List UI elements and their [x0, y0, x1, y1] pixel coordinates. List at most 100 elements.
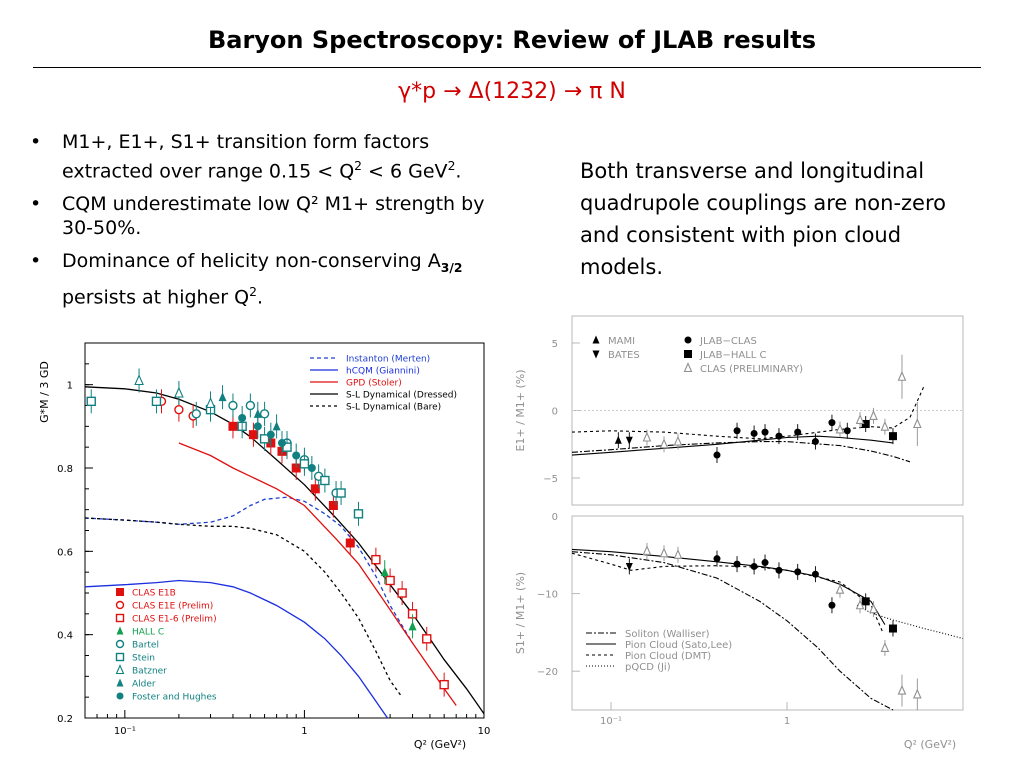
data-point	[218, 392, 227, 402]
data-point	[642, 545, 652, 555]
bullet-item: Dominance of helicity non-conserving A3/…	[30, 249, 510, 309]
data-point	[151, 396, 162, 407]
data-point	[642, 431, 652, 442]
data-point	[408, 621, 417, 631]
data-point	[733, 560, 741, 568]
data-point	[592, 350, 600, 359]
data-point	[761, 559, 769, 567]
legend-label: GPD (Stoler)	[346, 379, 402, 389]
data-point	[835, 583, 845, 594]
data-point	[116, 626, 124, 635]
y-tick-label: 0	[552, 512, 558, 523]
data-point	[897, 684, 907, 695]
data-point	[191, 409, 202, 419]
data-point	[880, 420, 890, 431]
data-point	[888, 624, 897, 633]
legend-label: HALL C	[132, 628, 164, 638]
data-point	[869, 603, 878, 614]
data-point	[228, 400, 238, 411]
y-tick-label: 1	[67, 381, 73, 392]
data-point	[116, 588, 124, 596]
data-point	[174, 404, 184, 415]
ratio-charts: 5 0 −5 E1+ / M1+ (%) MAMI BATES JLAB−CLAS JLAB−…	[514, 315, 964, 751]
slide-title: Baryon Spectroscopy: Review of JLAB resu…	[207, 26, 817, 54]
data-point	[307, 464, 316, 472]
model-curve	[571, 385, 925, 440]
model-curve	[571, 435, 894, 456]
data-point	[174, 386, 184, 398]
data-point	[912, 418, 922, 429]
data-point	[733, 427, 741, 435]
data-point	[299, 459, 310, 469]
data-point	[272, 421, 281, 431]
data-point	[245, 400, 256, 411]
x-tick-label: 10⁻¹	[114, 726, 136, 737]
data-point	[683, 362, 693, 373]
bullet-item: M1+, E1+, S1+ transition form factors ex…	[30, 130, 510, 183]
data-point	[835, 423, 845, 434]
legend-label: S-L Dynamical (Dressed)	[346, 391, 457, 401]
y-tick-label: −20	[537, 667, 558, 678]
bullet-item: CQM underestimate low Q² M1+ strength by…	[30, 192, 510, 240]
data-point	[592, 335, 600, 344]
y-tick-label: −10	[537, 590, 558, 601]
y-tick-label: 0.6	[57, 547, 73, 558]
y-axis-label: E1+ / M1+ (%)	[514, 369, 527, 451]
data-point	[912, 688, 922, 699]
data-point	[855, 414, 865, 424]
curve-line	[84, 517, 403, 698]
data-point	[713, 451, 721, 459]
data-point	[684, 350, 692, 358]
bullet-list: M1+, E1+, S1+ transition form factors ex…	[30, 130, 510, 318]
data-point	[328, 501, 338, 510]
data-point	[259, 434, 270, 444]
y-axis-label: S1+ / M1+ (%)	[514, 572, 527, 654]
data-point	[659, 547, 669, 558]
data-point	[673, 548, 683, 559]
data-point	[266, 430, 275, 439]
data-point	[228, 421, 238, 431]
x-axis-label: Q² (GeV²)	[414, 738, 466, 751]
legend-label: hCQM (Giannini)	[346, 367, 420, 377]
data-point	[345, 538, 355, 548]
legend-label: Bartel	[132, 641, 159, 651]
data-point	[439, 679, 449, 690]
data-point	[869, 410, 878, 420]
data-point	[811, 570, 819, 578]
data-point	[115, 664, 125, 675]
data-point	[625, 562, 633, 571]
curve-line	[84, 579, 389, 719]
data-point	[713, 555, 721, 563]
data-point	[750, 429, 758, 437]
data-point	[750, 562, 758, 570]
y-tick-label: 0.2	[57, 714, 73, 725]
data-point	[684, 336, 692, 344]
data-point	[794, 428, 802, 436]
x-tick-label: 10⁻¹	[600, 716, 622, 727]
data-point	[116, 692, 124, 700]
data-point	[888, 432, 897, 441]
legend-label: CLAS E1-6 (Prelim)	[132, 615, 217, 625]
data-point	[205, 397, 216, 408]
legend-label: Foster and Hughes	[132, 693, 217, 703]
data-point	[115, 652, 125, 662]
data-point	[855, 599, 865, 610]
legend-label: pQCD (Ji)	[625, 662, 671, 673]
legend-label: Alder	[132, 680, 156, 690]
model-curve	[571, 441, 911, 463]
y-axis-label: G*M / 3 GD	[38, 361, 51, 423]
legend-label: MAMI	[608, 336, 635, 347]
legend-label: CLAS (PRELIMINARY)	[700, 364, 803, 375]
data-point	[843, 427, 851, 435]
data-point	[811, 438, 819, 446]
data-point	[775, 566, 783, 574]
data-point	[292, 451, 301, 460]
curve-line	[84, 496, 414, 644]
data-point	[253, 422, 262, 431]
x-tick-label: 1	[301, 726, 307, 737]
curve-line	[84, 386, 485, 715]
data-point	[897, 370, 907, 381]
slide-subtitle: γ*p → Δ(1232) → π N	[398, 79, 626, 104]
model-curve	[571, 551, 894, 711]
legend-label: CLAS E1E (Prelim)	[132, 602, 213, 612]
